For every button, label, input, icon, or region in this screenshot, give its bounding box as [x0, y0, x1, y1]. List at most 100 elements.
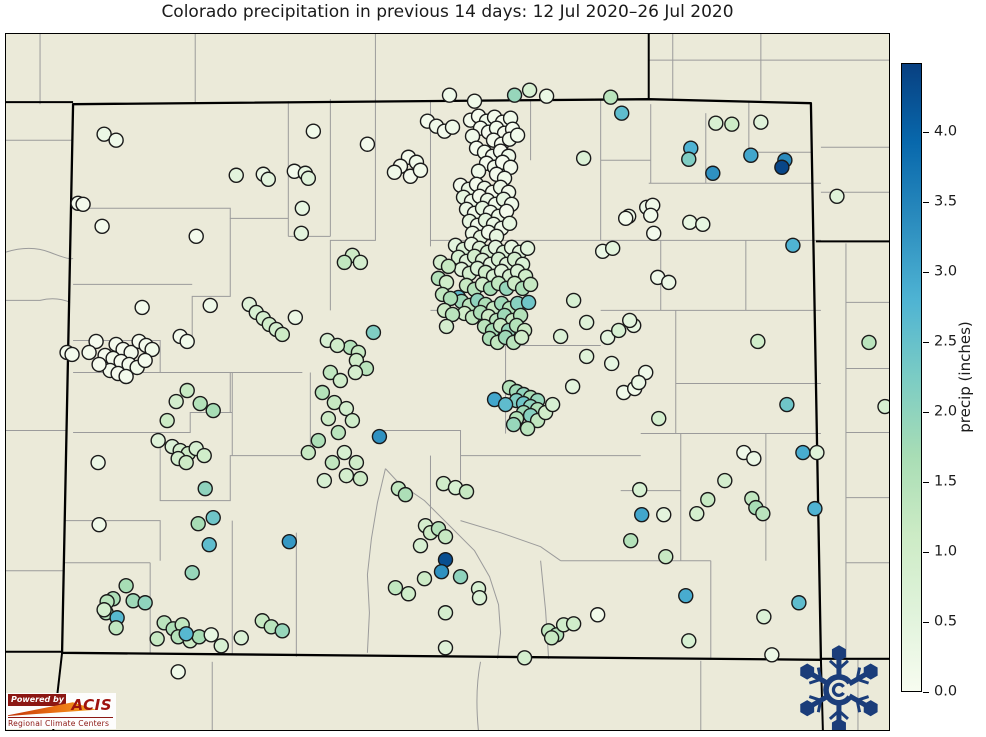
station-dot — [281, 533, 297, 549]
station-dot — [773, 159, 790, 175]
station-dot — [617, 210, 634, 226]
station-dot — [440, 258, 456, 274]
station-dot — [168, 393, 184, 409]
station-dot — [336, 254, 352, 270]
station-dot — [336, 444, 352, 460]
station-dot — [437, 639, 453, 656]
figure-title: Colorado precipitation in previous 14 da… — [161, 2, 734, 22]
station-dot — [359, 136, 375, 152]
colorbar-tick-mark — [923, 271, 929, 273]
station-dot — [387, 579, 403, 596]
station-dot — [300, 170, 316, 186]
station-dot — [680, 632, 697, 649]
colorbar-tick-label: 1.5 — [934, 473, 958, 490]
station-dot — [228, 167, 244, 183]
colorbar-tick-label: 0.0 — [934, 683, 958, 700]
station-dot — [274, 326, 290, 342]
station-dot — [94, 218, 110, 234]
station-dot — [88, 333, 104, 349]
station-dot — [505, 416, 521, 432]
station-dot — [694, 216, 711, 232]
station-dot — [338, 467, 354, 483]
station-dot — [681, 214, 698, 230]
colorbar-tick-label: 1.0 — [934, 543, 958, 560]
station-dot — [565, 292, 581, 308]
station-dot — [519, 420, 535, 436]
station-dot — [723, 116, 740, 132]
acis-subtitle-label: Regional Climate Centers — [8, 717, 113, 728]
station-dot — [80, 344, 97, 360]
station-dot — [642, 207, 659, 223]
station-dot — [860, 334, 877, 350]
station-dot — [90, 454, 106, 470]
station-dot — [745, 450, 762, 466]
station-dot — [754, 505, 771, 521]
station-dot — [348, 454, 364, 470]
station-dot — [677, 587, 694, 604]
station-dot — [260, 171, 276, 187]
station-dot — [192, 395, 208, 411]
colorbar — [901, 63, 922, 692]
station-dot — [324, 454, 340, 470]
station-dot — [137, 594, 153, 611]
station-dot — [749, 333, 766, 349]
station-dot — [397, 486, 413, 502]
station-dot — [293, 225, 309, 241]
station-dot — [876, 398, 889, 414]
station-dot — [310, 432, 326, 448]
station-dot — [589, 606, 605, 623]
station-dot — [322, 364, 338, 380]
station-dot — [437, 604, 453, 621]
station-dot — [763, 646, 780, 663]
station-dot — [808, 444, 825, 460]
station-dot — [519, 240, 535, 256]
map-svg — [6, 34, 889, 730]
colorbar-tick-mark — [923, 551, 929, 553]
station-dot — [458, 483, 474, 499]
station-dot — [197, 480, 213, 496]
station-dot — [575, 150, 591, 166]
station-dot — [552, 328, 568, 344]
station-dot — [599, 329, 615, 345]
acis-logo: Powered by ACIS Regional Climate Centers — [6, 693, 116, 729]
station-dot — [74, 196, 91, 212]
station-dot — [650, 410, 667, 426]
colorbar-tick-mark — [923, 692, 929, 693]
station-dot — [196, 447, 212, 463]
station-dot — [347, 364, 363, 380]
station-dot — [178, 625, 194, 642]
station-dot — [416, 570, 432, 587]
station-dot — [400, 585, 416, 602]
station-dot — [794, 444, 811, 460]
station-dot — [332, 372, 348, 388]
station-dot — [118, 368, 134, 384]
station-dots-layer — [58, 82, 889, 680]
station-dot — [828, 188, 845, 204]
station-dot — [201, 536, 217, 553]
station-dot — [613, 105, 630, 121]
station-dot — [471, 589, 487, 606]
station-dot — [316, 472, 332, 488]
station-dot — [203, 626, 219, 643]
map-canvas: Powered by ACIS Regional Climate Centers — [5, 33, 890, 731]
station-dot — [149, 630, 165, 647]
station-dot — [806, 500, 823, 516]
station-dot — [509, 127, 525, 143]
station-dot — [205, 402, 221, 418]
station-dot — [150, 432, 166, 448]
colorbar-tick-label: 0.5 — [934, 613, 958, 630]
station-dot — [329, 337, 345, 353]
station-dot — [501, 215, 517, 231]
station-dot — [621, 312, 638, 328]
colorbar-tick-mark — [923, 621, 929, 623]
station-dot — [444, 119, 460, 135]
colorbar-tick-label: 3.5 — [934, 193, 958, 210]
station-dot — [190, 515, 206, 531]
station-dot — [108, 132, 124, 148]
station-dot — [452, 568, 468, 585]
station-dot — [680, 151, 697, 167]
station-dot — [184, 564, 200, 581]
acis-powered-by-label: Powered by — [8, 694, 66, 706]
station-dot — [716, 472, 733, 488]
